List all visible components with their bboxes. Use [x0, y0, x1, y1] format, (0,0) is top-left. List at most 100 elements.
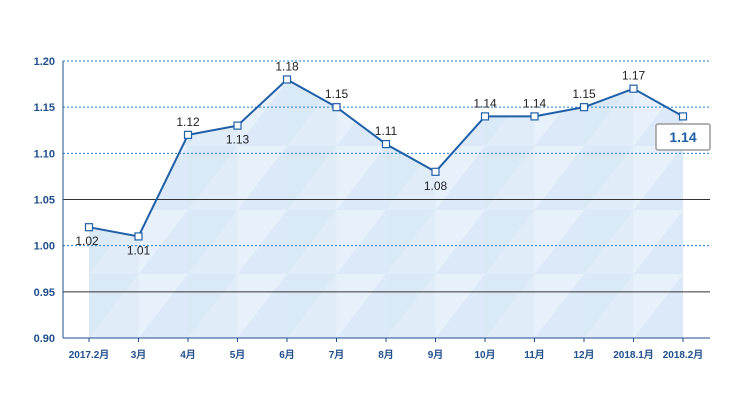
area-fill-facet	[188, 210, 238, 274]
data-point	[183, 130, 193, 139]
data-point	[629, 84, 638, 93]
area-fill-facet	[435, 82, 485, 146]
area-fill-facet	[238, 0, 288, 18]
x-tick-label: 12月	[573, 349, 594, 361]
area-fill-facet	[287, 146, 337, 210]
latest-value-callout-text: 1.14	[669, 129, 696, 145]
area-fill-facet	[534, 79, 584, 82]
area-fill-facet	[89, 146, 139, 210]
area-fill-facet	[287, 0, 337, 18]
area-fill-facet	[188, 274, 238, 338]
x-tick-label: 2018.1月	[613, 349, 654, 361]
x-tick-label: 8月	[378, 349, 394, 361]
area-fill-facet	[336, 79, 386, 82]
area-fill-facet	[89, 79, 139, 82]
area-fill-facet	[386, 210, 436, 274]
area-fill-facet	[634, 0, 684, 18]
area-fill-band	[89, 223, 139, 338]
area-fill-facet	[485, 146, 535, 210]
data-point	[282, 75, 292, 84]
area-fill-band	[237, 79, 287, 338]
area-fill-band	[584, 84, 634, 338]
area-fill-facet	[584, 210, 634, 274]
area-fill-facet	[386, 0, 436, 18]
data-point	[579, 103, 589, 112]
y-tick-label: 1.20	[34, 56, 55, 68]
x-tick-label: 5月	[230, 349, 246, 361]
data-label: 1.14	[473, 96, 497, 110]
area-fill-band	[336, 103, 386, 338]
area-fill-facet	[534, 274, 584, 338]
area-fill-facet	[89, 274, 139, 338]
data-label: 1.13	[226, 133, 250, 147]
area-fill-facet	[584, 82, 634, 146]
area-fill-facet	[534, 146, 584, 210]
area-fill-facet	[287, 274, 337, 338]
data-label: 1.12	[176, 115, 200, 129]
area-fill-facet	[633, 210, 683, 274]
data-label: 1.02	[75, 234, 99, 248]
x-tick-label: 2018.2月	[663, 349, 704, 361]
data-label: 1.15	[325, 87, 349, 101]
y-tick-label: 0.90	[34, 333, 55, 345]
area-fill-facet	[337, 0, 387, 18]
area-fill-facet	[584, 146, 634, 210]
area-fill-facet	[485, 79, 535, 82]
area-fill-facet	[336, 274, 386, 338]
x-tick-label: 4月	[180, 349, 196, 361]
area-fill-facet	[138, 146, 188, 210]
data-point	[381, 140, 391, 149]
data-label: 1.17	[622, 69, 646, 83]
area-fill-facet	[237, 146, 287, 210]
data-label: 1.08	[424, 179, 448, 193]
area-fill-facet	[633, 274, 683, 338]
area-fill-facet	[237, 210, 287, 274]
area-fill-facet	[485, 210, 535, 274]
area-fill-facet	[188, 0, 238, 18]
y-tick-label: 1.00	[34, 241, 55, 253]
data-label: 1.15	[572, 87, 596, 101]
data-point	[431, 167, 440, 176]
area-fill-facet	[188, 146, 238, 210]
data-point	[530, 112, 539, 121]
data-point	[332, 103, 341, 112]
x-tick-label: 9月	[428, 349, 444, 361]
area-fill-facet	[435, 274, 485, 338]
area-fill-facet	[89, 0, 139, 18]
y-tick-label: 1.15	[34, 102, 55, 114]
area-fill-facet	[237, 274, 287, 338]
area-fill-facet	[89, 82, 139, 146]
y-tick-label: 0.95	[34, 287, 55, 299]
area-fill-facet	[138, 210, 188, 274]
area-fill-facet	[336, 210, 386, 274]
x-tick-label: 7月	[329, 349, 345, 361]
area-fill-facet	[535, 0, 585, 18]
area-fill-facet	[386, 274, 436, 338]
data-label: 1.11	[375, 124, 398, 138]
area-fill	[89, 0, 684, 338]
data-label: 1.18	[275, 59, 299, 73]
data-point	[84, 223, 94, 232]
area-fill-facet	[485, 274, 535, 338]
area-fill-band	[188, 121, 238, 338]
y-tick-label: 1.10	[34, 148, 55, 160]
area-fill-facet	[138, 274, 188, 338]
area-fill-facet	[584, 0, 634, 18]
data-point	[233, 121, 242, 130]
area-fill-facet	[188, 79, 238, 82]
area-fill-facet	[287, 210, 337, 274]
area-fill-facet	[534, 210, 584, 274]
area-fill-facet	[435, 210, 485, 274]
area-fill-band	[386, 140, 436, 338]
y-tick-label: 1.05	[34, 195, 55, 207]
area-fill-band	[485, 112, 535, 338]
area-fill-facet	[633, 146, 683, 210]
x-tick-label: 3月	[131, 349, 147, 361]
area-fill-facet	[436, 0, 486, 18]
area-fill-facet	[139, 0, 189, 18]
area-fill-facet	[435, 146, 485, 210]
data-label: 1.01	[127, 243, 151, 257]
area-fill-facet	[584, 274, 634, 338]
